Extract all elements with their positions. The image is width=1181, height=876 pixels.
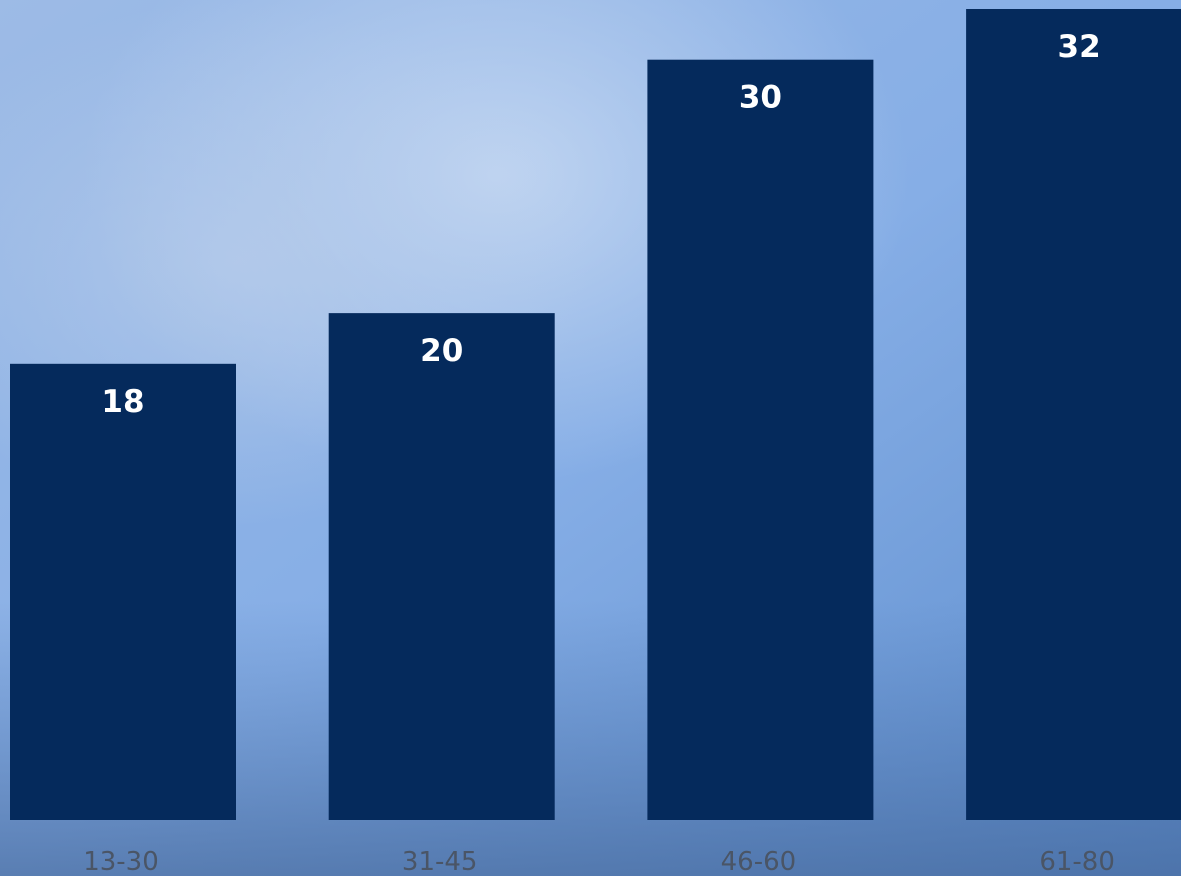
bar: [10, 364, 236, 820]
value-label: 30: [739, 80, 782, 116]
value-label: 20: [420, 333, 463, 369]
bar: [966, 9, 1181, 820]
value-label: 18: [101, 384, 144, 420]
page: {"chart_data": {"type": "bar", "categori…: [0, 0, 1181, 876]
x-tick-label: 13-30: [83, 847, 159, 876]
x-tick-label: 61-80: [1039, 847, 1115, 876]
bar: [329, 313, 555, 820]
value-label: 32: [1058, 29, 1101, 65]
chart: 18 13-30 20 31-45 30 46-60 32 61-80: [0, 0, 1181, 876]
x-tick-label: 31-45: [402, 847, 478, 876]
bar: [647, 60, 873, 820]
x-tick-label: 46-60: [721, 847, 797, 876]
